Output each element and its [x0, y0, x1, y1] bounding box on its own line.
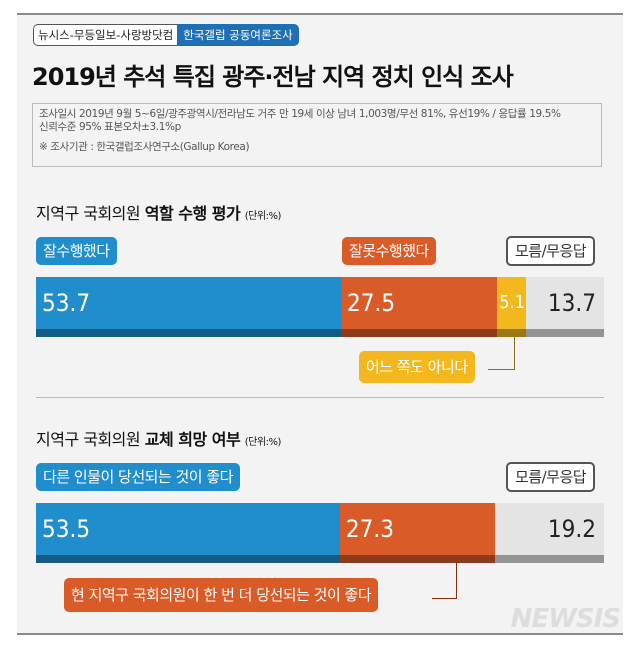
chart1-neutral-connector-h: [488, 369, 515, 370]
chart2-title-prefix: 지역구 국회의원: [36, 430, 145, 449]
chart1-title: 지역구 국회의원 역할 수행 평가 (단위:%): [36, 200, 281, 224]
chart2-title: 지역구 국회의원 교체 희망 여부 (단위:%): [36, 426, 281, 450]
newsis-watermark: NEWSIS: [510, 604, 621, 634]
data-label: 5.1: [499, 292, 525, 313]
bar-segment-shadow: [339, 555, 495, 563]
tag-media: 뉴시스-무등일보-사랑방닷컴: [33, 24, 178, 46]
bar-segment: 53.5: [36, 503, 340, 563]
chart2-unit: (단위:%): [244, 437, 282, 448]
bar-segment: 5.1: [497, 277, 527, 337]
bar-segment: 27.5: [341, 277, 498, 337]
survey-info-line2: 신뢰수준 95% 표본오차±3.1%p: [39, 121, 181, 133]
source-tag: 뉴시스-무등일보-사랑방닷컴 한국갤럽 공동여론조사: [33, 24, 299, 46]
data-label: 27.5: [347, 289, 396, 317]
tag-pollster: 한국갤럽 공동여론조사: [177, 24, 299, 46]
page-title: 2019년 추석 특집 광주·전남 지역 정치 인식 조사: [32, 63, 514, 91]
chart1-legend-bad: 잘못수행했다: [342, 237, 436, 265]
bar-segment-shadow: [526, 329, 604, 337]
survey-source: ※ 조사기관 : 한국갤럽조사연구소(Gallup Korea): [39, 141, 250, 153]
data-label: 19.2: [547, 515, 596, 543]
bar-segment: 27.3: [339, 503, 495, 563]
chart1-bar: 53.7 27.5 5.1 13.7: [36, 277, 604, 337]
chart2-title-bold: 교체 희망 여부: [144, 430, 241, 449]
bar-segment: 13.7: [526, 277, 604, 337]
chart2-legend-keep: 현 지역구 국회의원이 한 번 더 당선되는 것이 좋다: [64, 578, 379, 612]
data-label: 13.7: [547, 289, 596, 317]
bar-segment-shadow: [494, 555, 604, 563]
chart2-legend-unknown: 모름/무응답: [506, 462, 596, 492]
chart1-legend-unknown: 모름/무응답: [506, 236, 596, 266]
bar-segment-shadow: [341, 329, 498, 337]
survey-info-line1: 조사일시 2019년 9월 5~6일/광주광역시/전라남도 거주 만 19세 이…: [39, 108, 561, 120]
bar-segment: 19.2: [494, 503, 604, 563]
bar-segment-shadow: [497, 329, 527, 337]
chart1-title-prefix: 지역구 국회의원: [36, 204, 145, 223]
chart2-keep-connector-h: [432, 598, 457, 599]
chart2-keep-connector: [456, 563, 457, 598]
chart2-legend-replace: 다른 인물이 당선되는 것이 좋다: [36, 463, 240, 491]
data-label: 53.7: [42, 289, 91, 317]
chart1-legend-neutral: 어느 쪽도 아니다: [359, 351, 475, 383]
bar-segment-shadow: [36, 555, 340, 563]
data-label: 53.5: [42, 515, 91, 543]
data-label: 27.3: [345, 515, 394, 543]
chart1-unit: (단위:%): [244, 211, 282, 222]
section-divider: [36, 397, 604, 398]
bar-segment: 53.7: [36, 277, 342, 337]
chart1-neutral-connector: [514, 337, 515, 369]
bar-segment-shadow: [36, 329, 342, 337]
chart1-title-bold: 역할 수행 평가: [144, 204, 241, 223]
chart1-legend-good: 잘수행했다: [36, 237, 117, 265]
chart2-bar: 53.5 27.3 19.2: [36, 503, 604, 563]
survey-info-box: 조사일시 2019년 9월 5~6일/광주광역시/전라남도 거주 만 19세 이…: [32, 103, 602, 167]
